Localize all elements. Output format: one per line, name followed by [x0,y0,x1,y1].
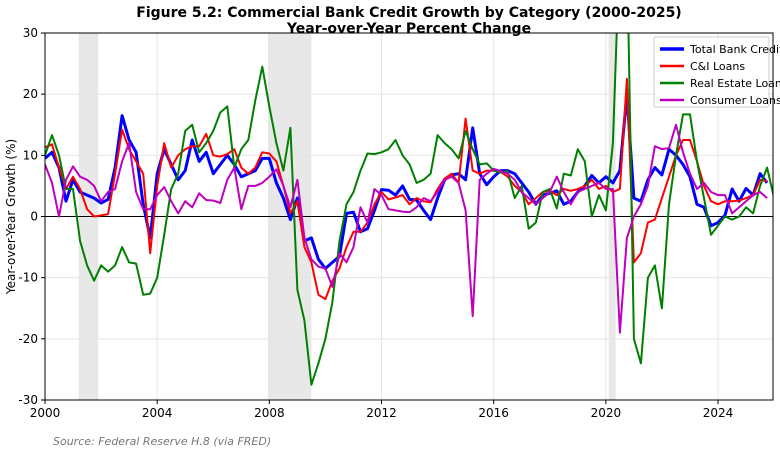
legend-label: C&I Loans [690,60,745,73]
legend-label: Real Estate Loans [690,77,780,90]
legend-label: Total Bank Credit [689,43,780,56]
y-tick-label: 0 [30,210,38,224]
chart-title: Figure 5.2: Commercial Bank Credit Growt… [136,5,681,21]
x-tick-label: 2016 [478,406,509,420]
y-tick-label: -10 [18,271,38,285]
chart-subtitle: Year-over-Year Percent Change [286,21,531,37]
series-line-real-estate-loans [45,33,773,386]
legend-box [653,36,770,108]
y-tick-label: 20 [23,87,38,101]
series-line-total-bank-credit [45,92,769,270]
y-tick-label: 30 [23,26,38,40]
x-tick-label: 2024 [703,406,734,420]
series-line-c-i-loans [45,77,768,301]
x-tick-label: 2008 [254,406,285,420]
x-tick-label: 2020 [591,406,622,420]
x-tick-label: 2004 [142,406,173,420]
series-line-consumer-loans [45,123,768,334]
legend: Total Bank Credit C&I Loans Real Estate Lo… [653,36,780,108]
y-tick-label: 10 [23,148,38,162]
legend-label: Consumer Loans [690,94,780,107]
y-tick-label: -30 [18,393,38,407]
source-note: Source: Federal Reserve H.8 (via FRED) [53,435,271,448]
x-tick-label: 2000 [30,406,61,420]
y-axis-label: Year-over-Year Growth (%) [4,139,18,295]
x-tick-label: 2012 [366,406,397,420]
y-tick-label: -20 [18,332,38,346]
